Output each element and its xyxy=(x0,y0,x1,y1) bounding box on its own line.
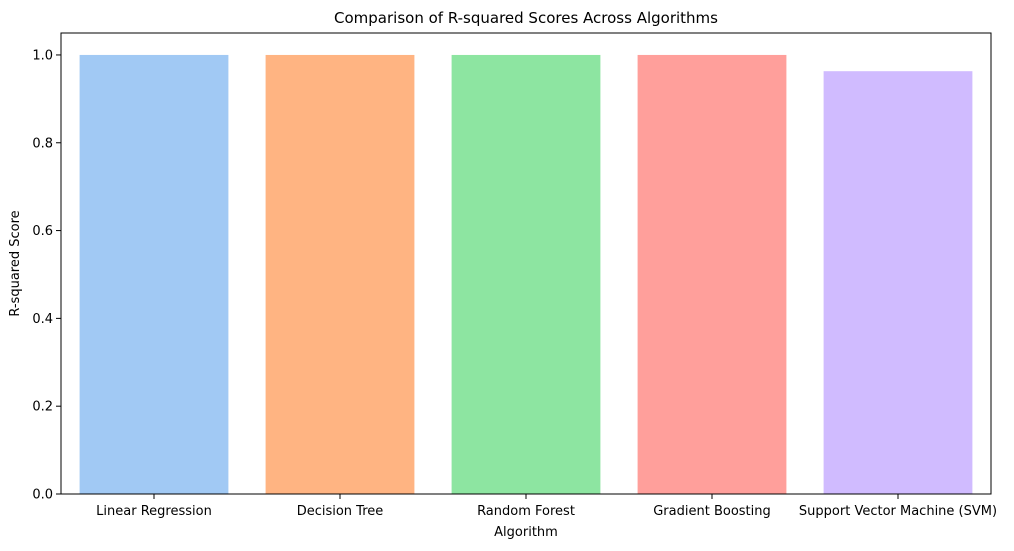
y-axis-ticks: 0.0 0.2 0.4 0.6 0.8 1.0 xyxy=(32,48,61,503)
y-tick-label-4: 0.8 xyxy=(32,136,53,151)
y-tick-label-5: 1.0 xyxy=(32,48,53,63)
bar-2 xyxy=(451,54,601,494)
x-axis-label: Algorithm xyxy=(494,525,558,540)
x-tick-label-0: Linear Regression xyxy=(96,504,212,519)
bar-0 xyxy=(79,54,229,494)
x-tick-label-4: Support Vector Machine (SVM) xyxy=(799,504,997,519)
bar-3 xyxy=(637,54,787,494)
bars-group xyxy=(79,54,973,494)
y-tick-label-3: 0.6 xyxy=(32,224,53,239)
y-tick-label-1: 0.2 xyxy=(32,400,53,415)
y-tick-label-2: 0.4 xyxy=(32,312,53,327)
y-tick-label-0: 0.0 xyxy=(32,488,53,503)
bar-4 xyxy=(823,71,973,494)
bar-1 xyxy=(265,54,415,494)
x-tick-label-3: Gradient Boosting xyxy=(653,504,771,519)
x-axis-ticks: Linear Regression Decision Tree Random For… xyxy=(96,494,997,519)
y-axis-label: R-squared Score xyxy=(8,210,23,316)
x-tick-label-1: Decision Tree xyxy=(297,504,384,519)
chart-title: Comparison of R-squared Scores Across Al… xyxy=(334,9,718,27)
x-tick-label-2: Random Forest xyxy=(477,504,575,519)
